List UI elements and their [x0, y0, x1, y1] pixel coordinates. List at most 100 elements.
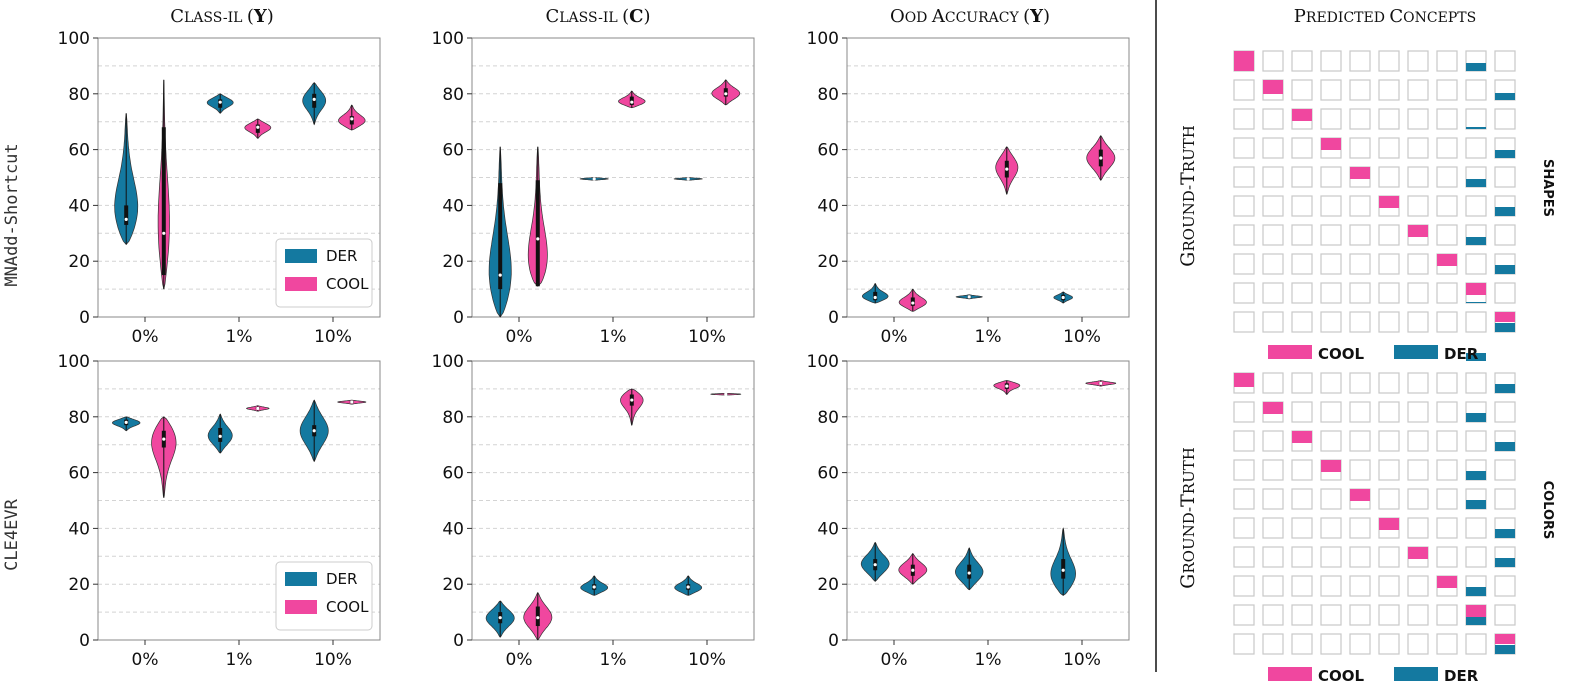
der-cell: [1495, 323, 1515, 332]
matrix-cell: [1233, 517, 1255, 539]
matrix-cell: [1233, 282, 1255, 304]
matrix-cell: [1407, 459, 1429, 481]
matrix-cell: [1378, 575, 1400, 597]
label-initial: T: [1177, 494, 1199, 507]
violin-median: [592, 177, 596, 181]
matrix-cell: [1436, 166, 1458, 188]
matrix-cell: [1378, 430, 1400, 452]
matrix-cell: [1320, 488, 1342, 510]
matrix-cell: [1436, 401, 1458, 423]
der-cell: [1495, 265, 1515, 274]
matrix-cell: [1262, 430, 1284, 452]
der-legend-label: DER: [1444, 667, 1479, 685]
matrix-cell: [1407, 604, 1429, 626]
violin-panel-r0c1: 0 20 40 60 80 100 0% 1% 10%: [432, 29, 755, 347]
ground-truth-label: GROUND-TRUTH: [1177, 447, 1199, 589]
y-tick-label: 20: [442, 252, 464, 272]
matrix-cell: [1494, 50, 1516, 72]
y-tick-label: 0: [79, 308, 90, 328]
matrix-cell: [1349, 546, 1371, 568]
cool-cell: [1379, 518, 1399, 530]
matrix-cell: [1291, 166, 1313, 188]
violin-median: [911, 301, 915, 305]
x-tick-label: 10%: [1063, 650, 1101, 670]
x-tick-label: 10%: [314, 327, 352, 347]
matrix-cell: [1465, 546, 1487, 568]
y-tick-label: 60: [817, 464, 839, 484]
matrix-cell: [1320, 166, 1342, 188]
violin-median: [1005, 167, 1009, 171]
violin-median: [686, 585, 690, 589]
violin-median: [312, 429, 316, 433]
violin-median: [592, 585, 596, 589]
y-tick-label: 40: [68, 196, 90, 216]
matrix-cell: [1233, 108, 1255, 130]
title-paren: (: [622, 6, 629, 27]
matrix-cell: [1320, 546, 1342, 568]
y-tick-label: 60: [442, 141, 464, 161]
x-tick-label: 0%: [132, 327, 159, 347]
matrix-cell: [1349, 633, 1371, 655]
title-initial: O: [890, 6, 905, 27]
cool-cell: [1379, 196, 1399, 208]
matrix-cell: [1262, 195, 1284, 217]
title-rest: ONCEPTS: [1403, 10, 1476, 26]
label-initial: G: [1177, 252, 1199, 267]
matrix-cell: [1436, 282, 1458, 304]
der-cell: [1466, 413, 1486, 422]
violin-median: [724, 92, 728, 96]
y-tick-label: 100: [432, 29, 464, 49]
matrix-cell: [1465, 372, 1487, 394]
title-symbol: Y: [1029, 6, 1044, 27]
x-tick-label: 0%: [881, 650, 908, 670]
matrix-cell: [1436, 311, 1458, 333]
matrix-cell: [1233, 546, 1255, 568]
matrix-cell: [1378, 546, 1400, 568]
matrix-cell: [1378, 633, 1400, 655]
violin-median: [498, 616, 502, 620]
matrix-cell: [1378, 311, 1400, 333]
x-tick-label: 0%: [506, 650, 533, 670]
matrix-cell: [1320, 79, 1342, 101]
matrix-cell: [1291, 372, 1313, 394]
matrix-cell: [1291, 488, 1313, 510]
matrix-cell: [1262, 311, 1284, 333]
matrix-cell: [1349, 401, 1371, 423]
cool-legend-label: COOL: [1318, 345, 1365, 363]
y-tick-label: 40: [442, 196, 464, 216]
y-tick-label: 0: [79, 631, 90, 651]
matrix-cell: [1349, 108, 1371, 130]
x-tick-label: 10%: [688, 650, 726, 670]
label-rest: RUTH: [1180, 447, 1198, 494]
title-paren: (: [247, 6, 254, 27]
y-tick-label: 20: [442, 575, 464, 595]
matrix-cell: [1465, 633, 1487, 655]
der-legend-label: DER: [326, 247, 357, 265]
matrix-cell: [1407, 430, 1429, 452]
matrix-cell: [1349, 517, 1371, 539]
cool-cell: [1234, 373, 1254, 387]
matrix-cell: [1378, 282, 1400, 304]
matrix-cell: [1378, 79, 1400, 101]
violin-median: [498, 273, 502, 277]
matrix-cell: [1262, 604, 1284, 626]
x-tick-label: 10%: [688, 327, 726, 347]
matrix-cell: [1378, 604, 1400, 626]
matrix-cell: [1320, 195, 1342, 217]
row-label-cle4evr: CLE4EVR: [2, 498, 22, 570]
violin-median: [256, 406, 260, 411]
matrix-cell: [1494, 401, 1516, 423]
y-tick-label: 0: [453, 308, 464, 328]
row-label-mnadd-shortcut: MNAdd-Shortcut: [2, 143, 22, 286]
matrix-cell: [1436, 604, 1458, 626]
matrix-cell: [1436, 79, 1458, 101]
y-tick-label: 40: [817, 196, 839, 216]
violin-median: [536, 616, 540, 620]
matrix-cell: [1291, 459, 1313, 481]
x-tick-label: 0%: [506, 327, 533, 347]
der-cell: [1466, 302, 1486, 303]
matrix-cell: [1407, 372, 1429, 394]
y-tick-label: 20: [68, 575, 90, 595]
matrix-cell: [1407, 311, 1429, 333]
matrix-cell: [1407, 137, 1429, 159]
